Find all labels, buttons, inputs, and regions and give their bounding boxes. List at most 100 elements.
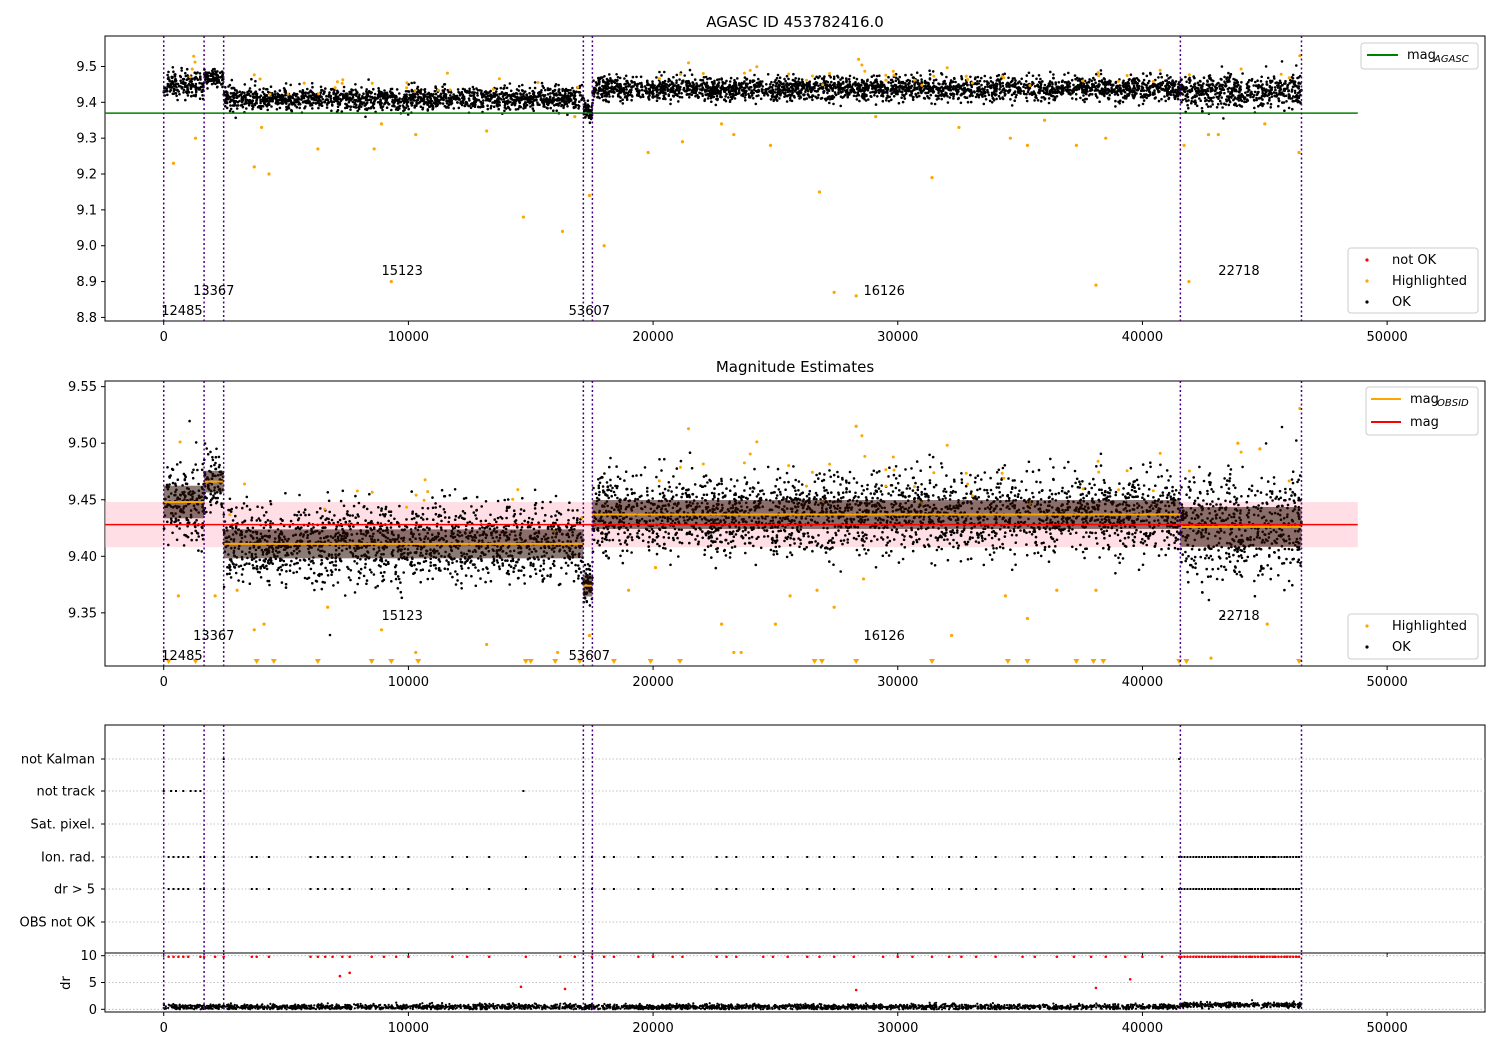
ok-point xyxy=(1088,86,1091,90)
ok-point xyxy=(1240,99,1244,103)
ok-point xyxy=(516,107,520,111)
ok-point xyxy=(358,104,361,107)
ok-point xyxy=(664,85,667,89)
ok-point xyxy=(557,83,560,87)
ok-point xyxy=(317,99,320,102)
ok-point xyxy=(229,104,232,107)
ok-point xyxy=(846,95,849,98)
ok-point xyxy=(1033,99,1036,102)
ok-point xyxy=(694,94,697,98)
ok-point xyxy=(259,94,263,97)
ok-point xyxy=(659,82,662,85)
ok-point xyxy=(596,92,600,95)
ok-point xyxy=(386,93,389,96)
ok-point xyxy=(625,96,629,100)
ok-point xyxy=(1252,84,1255,87)
ok-point xyxy=(528,86,532,90)
ok-point xyxy=(648,89,652,92)
ok-point xyxy=(1239,86,1242,89)
ok-point xyxy=(194,94,197,98)
ok-point xyxy=(1114,81,1117,85)
ok-point xyxy=(938,82,941,86)
ok-point xyxy=(284,82,288,85)
ok-point xyxy=(1187,106,1190,110)
ok-point xyxy=(197,88,201,91)
ok-point xyxy=(1266,76,1270,80)
ok-point xyxy=(238,90,242,94)
ok-point xyxy=(254,79,257,83)
ok-point xyxy=(498,101,502,104)
ok-point xyxy=(437,100,441,103)
ok-point xyxy=(517,84,521,88)
ok-point xyxy=(783,77,786,81)
ok-point xyxy=(477,98,481,102)
ok-point xyxy=(1053,98,1056,102)
ok-point xyxy=(253,84,257,87)
ok-point xyxy=(845,90,848,93)
ok-point xyxy=(291,102,295,106)
ok-point xyxy=(243,83,247,86)
ok-point xyxy=(892,94,896,98)
ok-point xyxy=(508,82,512,85)
ok-point xyxy=(806,83,809,86)
ok-point xyxy=(542,102,546,106)
ok-point xyxy=(952,97,955,100)
ok-point xyxy=(355,92,358,96)
ok-point xyxy=(872,74,876,77)
ok-point xyxy=(719,89,722,92)
ok-point xyxy=(220,75,223,79)
ok-point xyxy=(325,94,328,98)
ok-point xyxy=(870,84,874,88)
ok-point xyxy=(916,79,920,82)
ok-point xyxy=(854,84,857,87)
ok-point xyxy=(480,89,483,93)
ok-point xyxy=(1217,97,1220,100)
ok-point xyxy=(675,81,678,85)
ok-point xyxy=(757,89,761,93)
ok-point xyxy=(901,81,904,85)
ok-point xyxy=(974,82,978,86)
ok-point xyxy=(481,105,485,108)
ok-point xyxy=(175,94,178,98)
ok-point xyxy=(960,75,963,78)
ok-point xyxy=(962,82,965,86)
ok-point xyxy=(1013,77,1016,80)
ok-point xyxy=(1227,71,1230,75)
ok-point xyxy=(1264,92,1267,96)
ok-point xyxy=(763,94,766,97)
ok-point xyxy=(244,100,247,104)
ok-point xyxy=(887,81,890,84)
ok-point xyxy=(829,76,832,79)
ok-point xyxy=(439,95,443,99)
ok-point xyxy=(340,110,344,113)
ok-point xyxy=(1065,88,1069,92)
ok-point xyxy=(339,99,343,103)
ok-point xyxy=(723,89,727,93)
ok-point xyxy=(804,90,807,93)
ok-point xyxy=(385,106,389,109)
ok-point xyxy=(330,109,333,113)
ok-point xyxy=(834,93,838,97)
ok-point xyxy=(790,82,793,86)
ok-point xyxy=(914,92,917,96)
ok-point xyxy=(307,99,310,102)
ok-point xyxy=(813,89,817,93)
ok-point xyxy=(532,109,535,113)
ok-point xyxy=(1266,101,1269,105)
ok-point xyxy=(654,88,657,91)
ok-point xyxy=(485,92,488,95)
ok-point xyxy=(1137,79,1141,83)
ok-point xyxy=(456,101,459,104)
ok-point xyxy=(919,74,922,77)
ok-point xyxy=(913,83,916,87)
ok-point xyxy=(1229,72,1233,76)
ok-point xyxy=(495,103,499,107)
ok-point xyxy=(362,92,365,95)
ok-point xyxy=(651,96,655,99)
ok-point xyxy=(963,95,967,99)
ok-point xyxy=(407,83,411,86)
ok-point xyxy=(1003,72,1007,76)
ok-point xyxy=(1194,102,1197,106)
ok-point xyxy=(785,82,788,86)
ok-point xyxy=(911,76,915,79)
